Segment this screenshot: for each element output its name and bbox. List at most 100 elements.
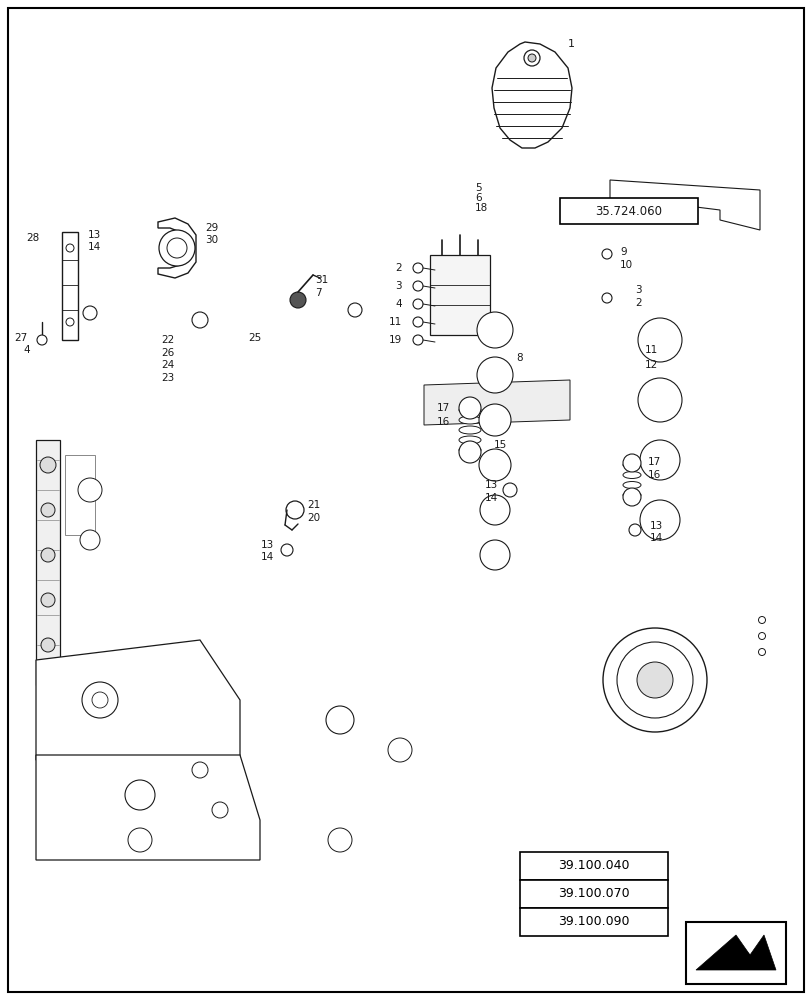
Polygon shape bbox=[36, 560, 430, 665]
Polygon shape bbox=[703, 940, 759, 966]
Text: 15: 15 bbox=[493, 440, 507, 450]
Circle shape bbox=[290, 292, 306, 308]
Circle shape bbox=[636, 662, 672, 698]
Text: 18: 18 bbox=[474, 203, 487, 213]
Text: 4: 4 bbox=[395, 299, 401, 309]
Circle shape bbox=[603, 628, 706, 732]
Text: 13: 13 bbox=[484, 480, 497, 490]
Text: 10: 10 bbox=[620, 260, 633, 270]
Circle shape bbox=[622, 488, 640, 506]
Circle shape bbox=[413, 281, 423, 291]
Polygon shape bbox=[609, 180, 759, 230]
Text: 23: 23 bbox=[161, 373, 175, 383]
Circle shape bbox=[458, 441, 480, 463]
Text: 27: 27 bbox=[15, 333, 28, 343]
Circle shape bbox=[41, 638, 55, 652]
Circle shape bbox=[413, 317, 423, 327]
Circle shape bbox=[637, 318, 681, 362]
Circle shape bbox=[476, 357, 513, 393]
Ellipse shape bbox=[622, 482, 640, 488]
Circle shape bbox=[78, 478, 102, 502]
Text: 16: 16 bbox=[647, 470, 660, 480]
Text: 31: 31 bbox=[315, 275, 328, 285]
Circle shape bbox=[388, 738, 411, 762]
Circle shape bbox=[191, 312, 208, 328]
Circle shape bbox=[502, 483, 517, 497]
Circle shape bbox=[328, 828, 351, 852]
Text: 3: 3 bbox=[395, 281, 401, 291]
Text: 3: 3 bbox=[634, 285, 641, 295]
Circle shape bbox=[348, 303, 362, 317]
Text: 16: 16 bbox=[436, 417, 449, 427]
Text: 4: 4 bbox=[24, 345, 30, 355]
Circle shape bbox=[479, 540, 509, 570]
Circle shape bbox=[757, 648, 765, 656]
Circle shape bbox=[82, 682, 118, 718]
Circle shape bbox=[757, 632, 765, 640]
Text: 14: 14 bbox=[88, 242, 101, 252]
Circle shape bbox=[66, 318, 74, 326]
Polygon shape bbox=[36, 440, 60, 685]
Ellipse shape bbox=[458, 436, 480, 444]
Polygon shape bbox=[36, 755, 260, 860]
Text: 14: 14 bbox=[649, 533, 663, 543]
Text: 13: 13 bbox=[260, 540, 273, 550]
Ellipse shape bbox=[458, 406, 480, 414]
Polygon shape bbox=[36, 430, 250, 685]
Circle shape bbox=[92, 692, 108, 708]
Polygon shape bbox=[158, 218, 195, 278]
Text: 13: 13 bbox=[649, 521, 663, 531]
Polygon shape bbox=[250, 380, 419, 570]
Circle shape bbox=[41, 593, 55, 607]
Text: 11: 11 bbox=[388, 317, 401, 327]
Circle shape bbox=[40, 457, 56, 473]
Ellipse shape bbox=[622, 491, 640, 498]
Ellipse shape bbox=[622, 462, 640, 468]
Text: 11: 11 bbox=[644, 345, 658, 355]
Polygon shape bbox=[423, 380, 569, 425]
Circle shape bbox=[637, 378, 681, 422]
Text: 30: 30 bbox=[204, 235, 218, 245]
Bar bbox=[519, 908, 667, 936]
Bar bbox=[560, 198, 697, 224]
Circle shape bbox=[523, 50, 539, 66]
Text: 1: 1 bbox=[568, 39, 574, 49]
Polygon shape bbox=[250, 180, 759, 378]
Circle shape bbox=[639, 500, 679, 540]
Ellipse shape bbox=[458, 446, 480, 454]
Text: 2: 2 bbox=[395, 263, 401, 273]
Text: 28: 28 bbox=[27, 233, 40, 243]
Circle shape bbox=[125, 780, 155, 810]
Text: 29: 29 bbox=[204, 223, 218, 233]
Circle shape bbox=[37, 335, 47, 345]
Text: 9: 9 bbox=[620, 247, 626, 257]
Text: 21: 21 bbox=[307, 500, 320, 510]
Circle shape bbox=[629, 524, 640, 536]
Circle shape bbox=[66, 244, 74, 252]
Text: 22: 22 bbox=[161, 335, 175, 345]
Bar bbox=[65, 455, 95, 535]
Text: 14: 14 bbox=[484, 493, 497, 503]
Text: 39.100.090: 39.100.090 bbox=[558, 915, 629, 928]
Circle shape bbox=[757, 616, 765, 624]
Bar bbox=[519, 880, 667, 908]
Text: 5: 5 bbox=[474, 183, 481, 193]
Text: 26: 26 bbox=[161, 348, 175, 358]
Text: 35.724.060: 35.724.060 bbox=[594, 205, 662, 218]
Circle shape bbox=[458, 397, 480, 419]
Text: 2: 2 bbox=[634, 298, 641, 308]
Text: 14: 14 bbox=[260, 552, 273, 562]
Circle shape bbox=[167, 238, 187, 258]
Circle shape bbox=[413, 335, 423, 345]
Text: 25: 25 bbox=[247, 333, 261, 343]
Text: 13: 13 bbox=[88, 230, 101, 240]
Text: 7: 7 bbox=[315, 288, 321, 298]
Polygon shape bbox=[419, 180, 759, 600]
Text: 20: 20 bbox=[307, 513, 320, 523]
Circle shape bbox=[159, 230, 195, 266]
Ellipse shape bbox=[458, 426, 480, 434]
Circle shape bbox=[622, 454, 640, 472]
Polygon shape bbox=[695, 935, 775, 970]
Polygon shape bbox=[36, 580, 779, 680]
Circle shape bbox=[476, 312, 513, 348]
